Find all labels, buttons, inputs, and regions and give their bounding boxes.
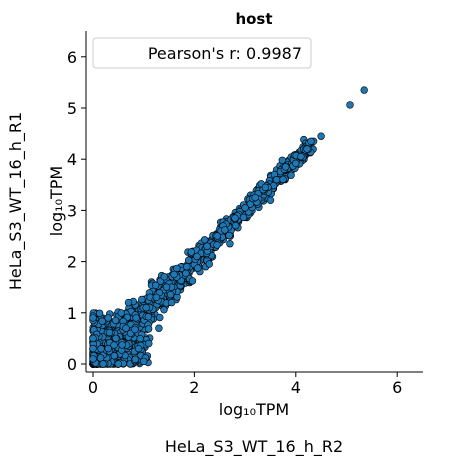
scatter-points [89,86,368,368]
data-point [152,293,161,302]
data-point [278,156,286,165]
chart-title: host [235,10,272,28]
data-point [241,204,249,212]
data-point [99,360,107,368]
data-point [188,277,197,285]
data-point [166,290,175,299]
data-point [226,240,234,248]
data-point [225,231,233,240]
data-point [266,196,275,204]
data-point [97,345,105,353]
data-point [183,263,191,271]
data-point [89,344,97,353]
data-point [138,295,146,304]
legend-box [92,37,312,69]
data-point [89,334,97,343]
data-point [156,313,164,322]
data-point [162,283,171,291]
data-point [307,137,315,146]
data-point [282,163,290,171]
data-point [118,341,126,349]
data-point [167,298,176,307]
data-point [134,344,143,353]
data-point [170,270,178,279]
data-point [360,86,368,94]
x-tick-label: 6 [392,378,402,397]
y-tick-label: 5 [67,99,77,118]
data-point [145,339,153,348]
data-point [182,269,190,277]
data-point [122,324,130,332]
data-point [194,264,202,272]
data-point [110,341,118,349]
data-point [261,183,270,192]
x-tick-label: 0 [88,378,98,397]
data-point [213,241,221,249]
data-point [317,132,325,140]
data-point [142,304,150,312]
data-point [346,101,354,109]
data-point [95,309,104,317]
x-sample-label: HeLa_S3_WT_16_h_R2 [165,437,343,457]
data-point [152,281,160,289]
data-point [239,213,248,222]
data-point [98,317,106,325]
data-point [232,221,240,230]
data-point [155,324,163,332]
legend-text: Pearson's r: 0.9987 [148,44,302,63]
data-point [117,309,126,317]
data-point [160,273,169,281]
data-point [221,226,229,234]
data-point [297,152,305,161]
data-point [104,344,112,353]
data-point [111,316,120,325]
data-point [104,314,112,322]
y-axis-label: log₁₀TPM [47,166,66,236]
data-point [292,159,300,168]
data-point [187,248,196,256]
data-point [144,313,153,321]
data-point [114,360,123,368]
y-tick-label: 4 [67,150,77,169]
data-point [303,145,311,153]
y-tick-label: 1 [67,304,77,323]
data-point [201,236,209,244]
data-point [203,242,211,250]
data-point [140,357,148,366]
data-point [136,335,144,343]
data-point [144,325,153,333]
data-point [279,175,287,184]
data-point [110,352,119,360]
data-point [89,355,97,363]
data-point [231,214,239,222]
data-point [213,232,221,240]
y-sample-label: HeLa_S3_WT_16_h_R1 [6,112,26,290]
data-point [131,355,140,364]
axis-ticks: 0 2 4 6 0 1 2 3 4 5 6 [67,48,402,397]
data-point [89,314,97,322]
data-point [160,306,168,314]
data-point [185,256,193,264]
x-axis-label: log₁₀TPM [219,400,289,419]
data-point [193,252,201,261]
x-tick-label: 2 [189,378,199,397]
data-point [112,334,120,343]
data-point [251,193,259,202]
data-point [131,325,139,334]
y-tick-label: 6 [67,48,77,67]
data-point [132,314,140,322]
data-point [205,260,214,268]
x-tick-label: 4 [291,378,301,397]
data-point [96,354,105,362]
y-tick-label: 2 [67,253,77,272]
y-tick-label: 3 [67,201,77,220]
data-point [272,176,281,184]
y-tick-label: 0 [67,355,77,374]
data-point [105,328,114,337]
data-point [124,298,133,307]
data-point [287,171,295,179]
